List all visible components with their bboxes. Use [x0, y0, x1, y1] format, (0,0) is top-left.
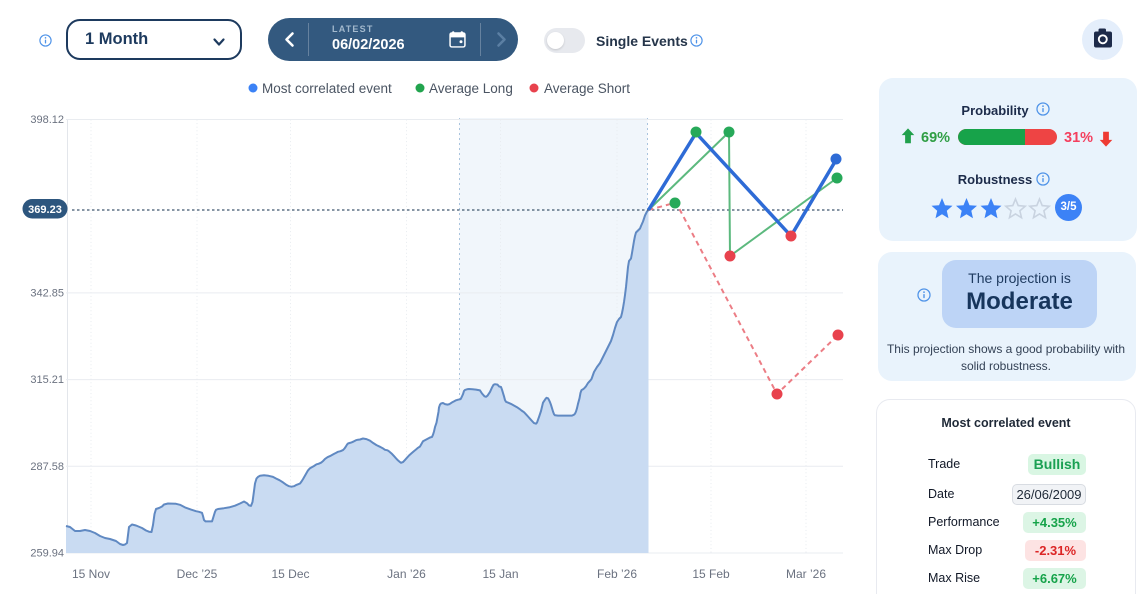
- svg-text:15 Nov: 15 Nov: [72, 567, 110, 581]
- svg-text:259.94: 259.94: [30, 548, 64, 560]
- svg-text:Average Short: Average Short: [544, 81, 630, 96]
- svg-text:342.85: 342.85: [30, 287, 64, 299]
- svg-text:15 Jan: 15 Jan: [482, 567, 518, 581]
- svg-text:369.23: 369.23: [28, 204, 62, 216]
- svg-text:Jan ’26: Jan ’26: [387, 567, 426, 581]
- svg-text:Dec ’25: Dec ’25: [177, 567, 218, 581]
- svg-text:Mar ’26: Mar ’26: [786, 567, 826, 581]
- svg-text:Average Long: Average Long: [429, 81, 513, 96]
- svg-text:Feb ’26: Feb ’26: [597, 567, 637, 581]
- svg-text:287.58: 287.58: [30, 461, 64, 473]
- svg-text:315.21: 315.21: [30, 374, 64, 386]
- svg-text:15 Dec: 15 Dec: [271, 567, 309, 581]
- svg-text:398.12: 398.12: [30, 114, 64, 126]
- svg-text:15 Feb: 15 Feb: [692, 567, 730, 581]
- svg-text:Most correlated event: Most correlated event: [262, 81, 392, 96]
